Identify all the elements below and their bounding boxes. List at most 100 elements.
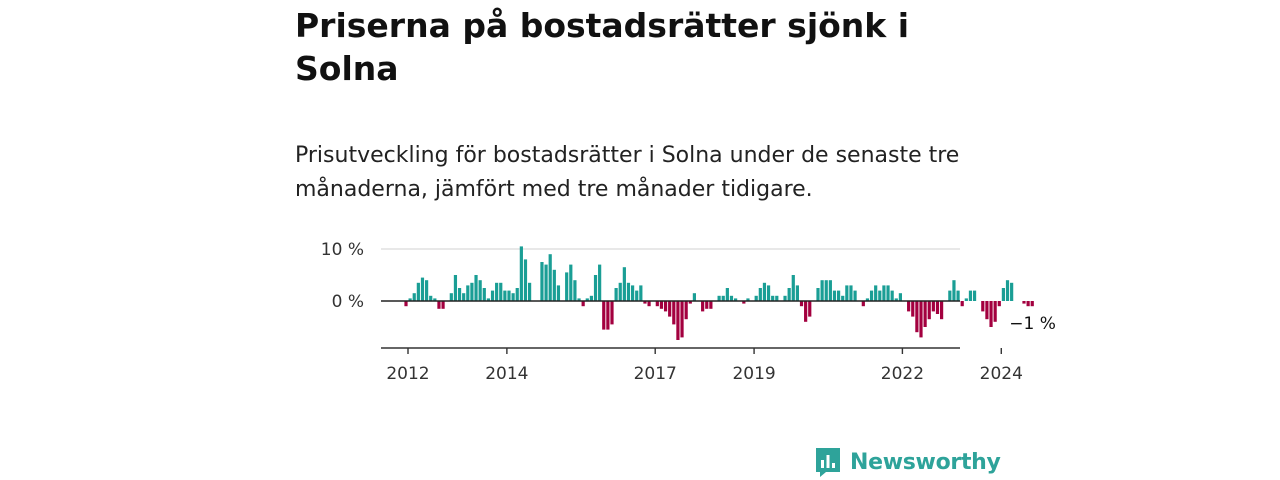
bar (1005, 280, 1010, 301)
bar (668, 301, 672, 317)
bar (1030, 301, 1034, 307)
bar (462, 293, 466, 301)
bar (734, 298, 738, 301)
bar (412, 293, 416, 301)
bar (787, 288, 791, 301)
newsworthy-logo-text: Newsworthy (850, 449, 1001, 475)
bar (729, 295, 734, 301)
bar (1010, 282, 1014, 301)
bar (960, 301, 964, 307)
bar (495, 282, 499, 301)
bar (824, 280, 828, 301)
newsworthy-logo-icon (816, 448, 840, 477)
bar (672, 301, 676, 325)
bar (663, 301, 668, 312)
bar (503, 290, 507, 301)
bar (548, 254, 552, 301)
y-tick-label: 0 % (332, 292, 364, 312)
chart-subtitle: Prisutveckling för bostadsrätter i Solna… (295, 143, 960, 202)
bar (948, 290, 952, 301)
bar (828, 280, 832, 301)
y-tick-label: 10 % (321, 240, 364, 260)
bar (791, 275, 795, 301)
bar (606, 301, 610, 330)
bar (408, 298, 412, 301)
newsworthy-logo: Newsworthy (814, 446, 1001, 478)
bar (874, 285, 878, 301)
bar (742, 301, 746, 304)
bar (754, 295, 758, 301)
bar (853, 290, 857, 301)
bar (507, 290, 511, 301)
bar (804, 301, 808, 322)
bar (1022, 301, 1026, 304)
bar (989, 301, 993, 327)
bar (890, 290, 894, 301)
bar (799, 301, 804, 307)
bar (911, 301, 915, 317)
bar (964, 298, 968, 301)
bar (771, 295, 775, 301)
bar (894, 298, 898, 301)
bar (598, 264, 602, 301)
bar (602, 301, 606, 330)
bar (449, 293, 453, 301)
bar (643, 301, 647, 304)
bar (717, 295, 721, 301)
bar (478, 280, 482, 301)
bar (437, 301, 441, 309)
bar (544, 264, 548, 301)
bar (486, 298, 490, 301)
bar (766, 285, 771, 301)
bar (404, 301, 408, 307)
bar (886, 285, 890, 301)
bar (453, 275, 458, 301)
bar (721, 295, 725, 301)
chart-title: Priserna på bostadsrätter sjönk i Solna (295, 6, 910, 88)
bar (499, 282, 503, 301)
last-value-label: −1 % (1009, 314, 1056, 334)
bar (688, 301, 692, 304)
bar (882, 285, 886, 301)
bar (573, 280, 577, 301)
bar (416, 282, 420, 301)
bar (931, 301, 935, 312)
bar (639, 285, 643, 301)
bar (593, 275, 598, 301)
bar (915, 301, 919, 333)
bar (993, 301, 997, 322)
bar (841, 295, 845, 301)
bar (565, 272, 569, 301)
bar (441, 301, 445, 309)
bar (907, 301, 911, 312)
bar (956, 290, 960, 301)
bar (618, 282, 622, 301)
x-tick-label: 2012 (386, 364, 429, 384)
bar (758, 288, 762, 301)
x-tick-label: 2014 (485, 364, 528, 384)
bar (684, 301, 688, 320)
bar (577, 298, 581, 301)
bar (433, 298, 437, 301)
bar (725, 288, 729, 301)
bar (968, 290, 973, 301)
bar (808, 301, 812, 317)
bar (647, 301, 651, 307)
bar (589, 295, 593, 301)
x-tick-label: 2019 (732, 364, 775, 384)
bar (511, 293, 515, 301)
bar (523, 259, 528, 301)
bar (816, 288, 820, 301)
bar (701, 301, 705, 312)
bar (692, 293, 696, 301)
bar (569, 264, 573, 301)
bar (997, 301, 1001, 307)
bar (425, 280, 429, 301)
bar (923, 301, 927, 327)
bar (845, 285, 849, 301)
bar (614, 288, 618, 301)
bar (985, 301, 989, 320)
bar (540, 262, 544, 301)
bar (762, 282, 767, 301)
